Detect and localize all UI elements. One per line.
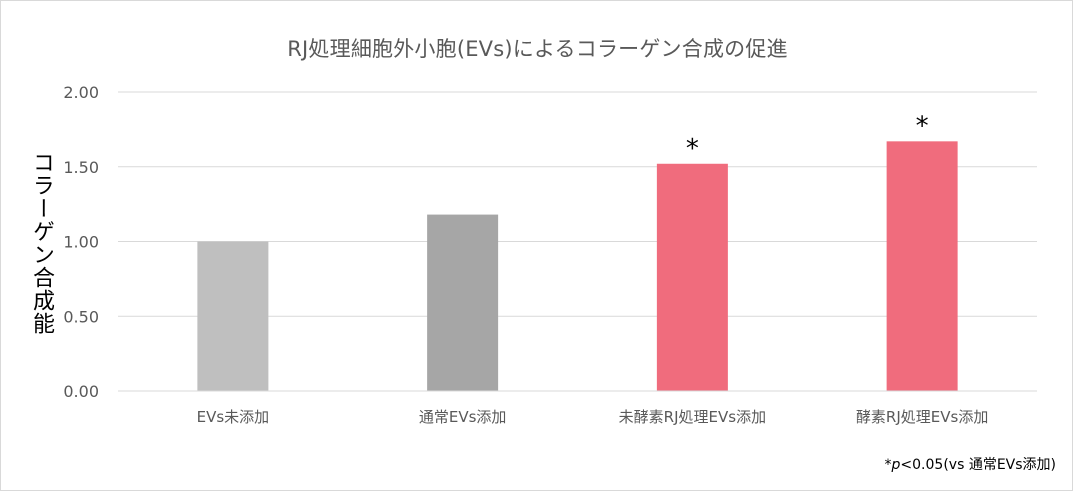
y-tick-label: 1.00: [63, 233, 99, 252]
y-axis-label: コラーゲン合成能: [29, 151, 54, 335]
y-tick-label: 2.00: [63, 83, 99, 102]
chart-title: RJ処理細胞外小胞(EVs)によるコラーゲン合成の促進: [287, 37, 788, 61]
x-tick-label: EVs未添加: [197, 408, 270, 426]
bar: [886, 141, 958, 391]
x-tick-label: 酵素RJ処理EVs添加: [856, 408, 988, 426]
y-tick-label: 0.50: [63, 307, 99, 326]
x-tick-label: 通常EVs添加: [419, 408, 507, 426]
y-tick-label: 1.50: [63, 158, 99, 177]
footnote-star: *: [884, 457, 892, 473]
bar: [427, 214, 499, 391]
significance-star: *: [686, 134, 699, 164]
footnote-text: <0.05(vs 通常EVs添加): [900, 457, 1056, 473]
bar: [197, 241, 269, 391]
significance-footnote: *p<0.05(vs 通常EVs添加): [885, 454, 1056, 474]
bar: [656, 163, 728, 391]
y-tick-label: 0.00: [63, 382, 99, 401]
significance-star: *: [916, 111, 929, 141]
x-tick-label: 未酵素RJ処理EVs添加: [619, 408, 766, 426]
footnote-p: p: [891, 457, 901, 473]
